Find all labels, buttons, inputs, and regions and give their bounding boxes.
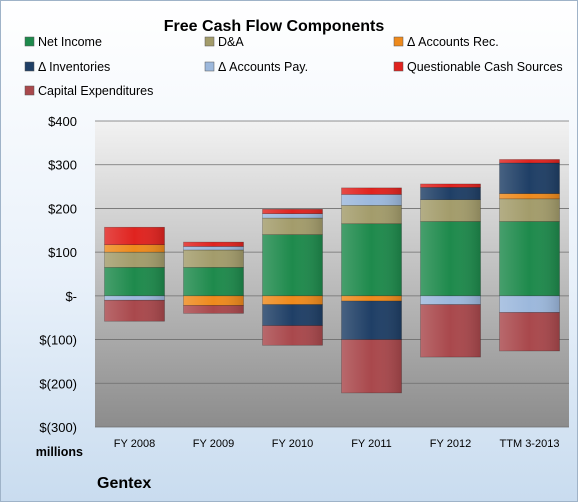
bar-shade-0-0: [104, 267, 165, 296]
y-tick-label-3: $100: [48, 245, 77, 260]
bar-shade-4-6: [420, 304, 481, 358]
bar-shade-0-6: [104, 300, 165, 322]
bar-shade-3-3: [341, 301, 402, 340]
x-tick-label-3: FY 2011: [351, 438, 392, 450]
bar-shade-2-3: [262, 304, 323, 326]
x-tick-label-5: TTM 3-2013: [500, 438, 560, 450]
y-tick-label-6: $(200): [39, 376, 77, 391]
x-tick-label-0: FY 2008: [114, 438, 155, 450]
bars: [104, 159, 560, 394]
legend-swatch-4: [204, 61, 215, 72]
legend-label-1: D&A: [218, 35, 244, 49]
y-axis-ticks: $400 $300 $200 $100 $- $(100) $(200) $(300): [39, 114, 77, 435]
x-tick-label-4: FY 2012: [430, 438, 471, 450]
bar-shade-0-5: [104, 227, 165, 245]
bar-shade-4-4: [420, 295, 481, 305]
legend-swatch-6: [24, 85, 35, 96]
bar-shade-3-1: [341, 205, 402, 224]
bar-shade-2-5: [262, 209, 323, 214]
bar-shade-2-6: [262, 325, 323, 346]
chart-title: Free Cash Flow Components: [164, 18, 385, 35]
bar-shade-4-0: [420, 221, 481, 296]
legend-label-3: Δ Inventories: [38, 60, 110, 74]
bar-shade-1-2: [183, 295, 244, 306]
bar-shade-2-1: [262, 218, 323, 235]
y-tick-label-1: $300: [48, 158, 77, 173]
bar-shade-0-1: [104, 252, 165, 268]
x-tick-label-1: FY 2009: [193, 438, 234, 450]
legend-label-6: Capital Expenditures: [38, 84, 153, 98]
bar-shade-0-4: [104, 295, 165, 301]
bar-shade-2-0: [262, 234, 323, 296]
bar-shade-4-1: [420, 199, 481, 222]
bar-shade-2-4: [262, 213, 323, 219]
bar-shade-1-6: [183, 305, 244, 314]
company-label: Gentex: [97, 475, 151, 492]
bar-shade-5-4: [499, 295, 560, 313]
gridlines: [95, 120, 569, 428]
legend-label-0: Net Income: [38, 35, 102, 49]
bar-shade-3-2: [341, 295, 402, 302]
bar-shade-1-1: [183, 249, 244, 268]
y-tick-label-2: $200: [48, 201, 77, 216]
x-tick-label-2: FY 2010: [272, 438, 313, 450]
y-tick-label-5: $(100): [39, 333, 77, 348]
legend-label-4: Δ Accounts Pay.: [218, 60, 308, 74]
legend-swatch-0: [24, 36, 35, 47]
bar-shade-4-3: [420, 187, 481, 200]
legend-swatch-2: [393, 36, 404, 47]
bar-shade-3-0: [341, 223, 402, 296]
bar-shade-1-4: [183, 246, 244, 250]
bar-shade-0-2: [104, 244, 165, 253]
bar-shade-5-6: [499, 312, 560, 351]
y-tick-label-4: $-: [65, 289, 77, 304]
bar-shade-1-0: [183, 267, 244, 296]
bar-shade-3-5: [341, 187, 402, 195]
bar-shade-5-1: [499, 198, 560, 222]
bar-shade-2-2: [262, 295, 323, 305]
bar-shade-3-6: [341, 339, 402, 393]
bar-shade-5-2: [499, 193, 560, 199]
bar-shade-5-5: [499, 159, 560, 163]
bar-shade-1-5: [183, 242, 244, 247]
legend-swatch-1: [204, 36, 215, 47]
x-axis-ticks: FY 2008 FY 2009 FY 2010 FY 2011 FY 2012 TTM 3…: [114, 438, 560, 450]
units-label: millions: [36, 445, 83, 459]
legend-swatch-5: [393, 61, 404, 72]
chart-legend: Net Income D&A Δ Accounts Rec. Δ Inventorie…: [24, 35, 563, 98]
bar-shade-3-4: [341, 194, 402, 206]
plot-area: [95, 121, 569, 427]
bar-shade-4-5: [420, 183, 481, 188]
bar-shade-5-0: [499, 221, 560, 296]
bar-shade-5-3: [499, 162, 560, 194]
legend-swatch-3: [24, 61, 35, 72]
legend-label-5: Questionable Cash Sources: [407, 60, 563, 74]
legend-label-2: Δ Accounts Rec.: [407, 35, 499, 49]
y-tick-label-7: $(300): [39, 420, 77, 435]
y-tick-label-0: $400: [48, 114, 77, 129]
